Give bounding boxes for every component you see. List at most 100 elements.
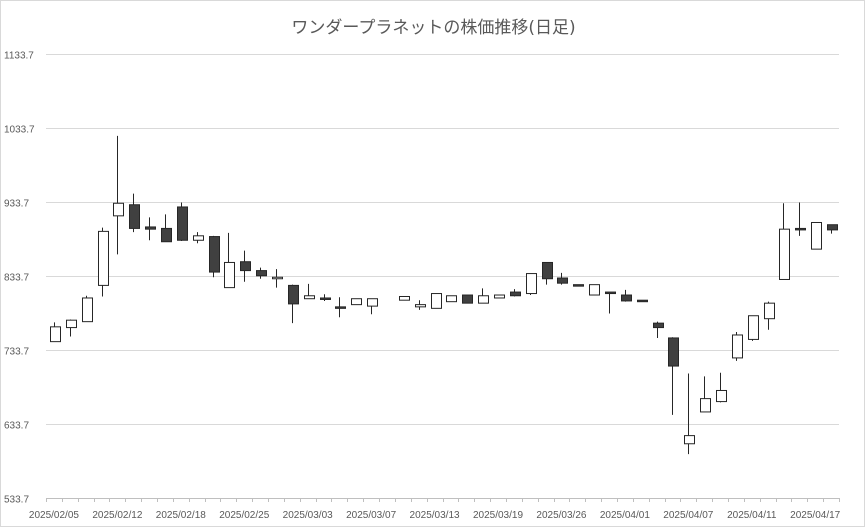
candle-body-up xyxy=(748,315,759,340)
candle-body-up xyxy=(272,276,283,280)
y-axis-labels: 533.7 633.7 733.7 833.7 933.7 1033.7 1133.7 xyxy=(4,51,35,506)
x-tick-label: 2025/04/11 xyxy=(727,510,777,521)
x-axis-labels: 2025/02/05 2025/02/12 2025/02/18 2025/02/25… xyxy=(29,510,841,521)
x-tick-label: 2025/04/01 xyxy=(600,510,650,521)
candle-body-up xyxy=(764,302,775,320)
candle-body-up xyxy=(779,228,790,280)
candle-body-up xyxy=(98,230,109,286)
candle-body-up xyxy=(431,293,442,309)
x-tick-label: 2025/03/19 xyxy=(473,510,523,521)
candle xyxy=(177,202,188,241)
candle xyxy=(335,297,346,318)
x-tick-label: 2025/04/07 xyxy=(663,510,713,521)
candle-body-up xyxy=(367,298,378,307)
candle xyxy=(542,261,553,285)
x-tick-label: 2025/03/26 xyxy=(536,510,586,521)
candle-body-down xyxy=(462,294,473,304)
x-tick-label: 2025/02/12 xyxy=(92,510,142,521)
x-tick-label: 2025/02/25 xyxy=(219,510,269,521)
candle xyxy=(50,322,61,343)
y-tick-label: 633.7 xyxy=(4,421,29,432)
candle xyxy=(98,227,109,297)
candle-body-down xyxy=(637,299,648,303)
candle-body-up xyxy=(478,295,489,304)
y-tick-label: 933.7 xyxy=(4,199,29,210)
candle xyxy=(82,295,93,323)
candle xyxy=(351,298,362,306)
candle xyxy=(161,214,172,243)
candle-body-down xyxy=(827,224,838,231)
candle-body-down xyxy=(129,204,140,229)
candle-body-down xyxy=(288,284,299,305)
x-tick-label: 2025/03/07 xyxy=(346,510,396,521)
candle xyxy=(764,301,775,330)
candle xyxy=(557,272,568,285)
candle xyxy=(811,221,822,250)
candle xyxy=(478,288,489,304)
candle-body-up xyxy=(224,261,235,289)
candle xyxy=(320,294,331,301)
candle xyxy=(446,295,457,303)
candle xyxy=(795,202,806,236)
candle-body-up xyxy=(399,295,410,301)
candle xyxy=(66,319,77,337)
candle-body-up xyxy=(494,294,505,299)
candle-body-down xyxy=(177,206,188,241)
candles xyxy=(50,135,838,455)
candle-body-up xyxy=(193,235,204,241)
y-tick-label: 1133.7 xyxy=(4,51,34,62)
candle xyxy=(589,284,600,296)
candle xyxy=(256,267,267,279)
candle xyxy=(415,300,426,310)
y-tick-label: 833.7 xyxy=(4,273,29,284)
candle-body-down xyxy=(542,261,553,280)
candle-body-up xyxy=(684,435,695,445)
candle xyxy=(748,315,759,341)
candle xyxy=(224,232,235,289)
chart-title: ワンダープラネットの株価推移(日足) xyxy=(291,18,576,38)
candle-body-up xyxy=(351,298,362,306)
candle-body-up xyxy=(526,273,537,295)
candle-body-down xyxy=(161,227,172,243)
candle xyxy=(209,235,220,278)
candle-body-down xyxy=(209,236,220,273)
candle-body-up xyxy=(811,221,822,250)
candle-body-down xyxy=(573,284,584,287)
candle-body-up xyxy=(700,398,711,413)
candle xyxy=(510,289,521,297)
x-tick-label: 2025/02/05 xyxy=(29,510,79,521)
gridlines xyxy=(46,54,839,499)
candle xyxy=(779,203,790,280)
candle-body-down xyxy=(145,226,156,230)
candle xyxy=(716,372,727,403)
candle-body-up xyxy=(415,304,426,308)
candle-body-down xyxy=(668,337,679,367)
candle xyxy=(605,291,616,314)
candle-body-down xyxy=(335,306,346,309)
candle xyxy=(431,293,442,309)
candle-body-down xyxy=(605,291,616,295)
candle-body-down xyxy=(621,294,632,302)
x-tick-label: 2025/04/17 xyxy=(790,510,840,521)
candle xyxy=(700,376,711,413)
candle xyxy=(272,269,283,288)
y-tick-label: 1033.7 xyxy=(4,125,35,136)
candle-body-up xyxy=(113,202,124,217)
candle-body-up xyxy=(304,295,315,300)
candle-body-down xyxy=(653,322,664,329)
candle-body-up xyxy=(716,389,727,403)
candle xyxy=(653,321,664,338)
candle xyxy=(240,250,251,282)
candle xyxy=(668,337,679,415)
candle xyxy=(288,284,299,324)
candle-body-up xyxy=(66,319,77,329)
candle-body-down xyxy=(256,270,267,277)
candle xyxy=(827,224,838,234)
candle xyxy=(573,284,584,287)
candle-body-up xyxy=(589,284,600,296)
candle xyxy=(637,299,648,303)
candle xyxy=(113,135,124,255)
x-tick-label: 2025/03/03 xyxy=(283,510,333,521)
candle-body-up xyxy=(446,295,457,303)
